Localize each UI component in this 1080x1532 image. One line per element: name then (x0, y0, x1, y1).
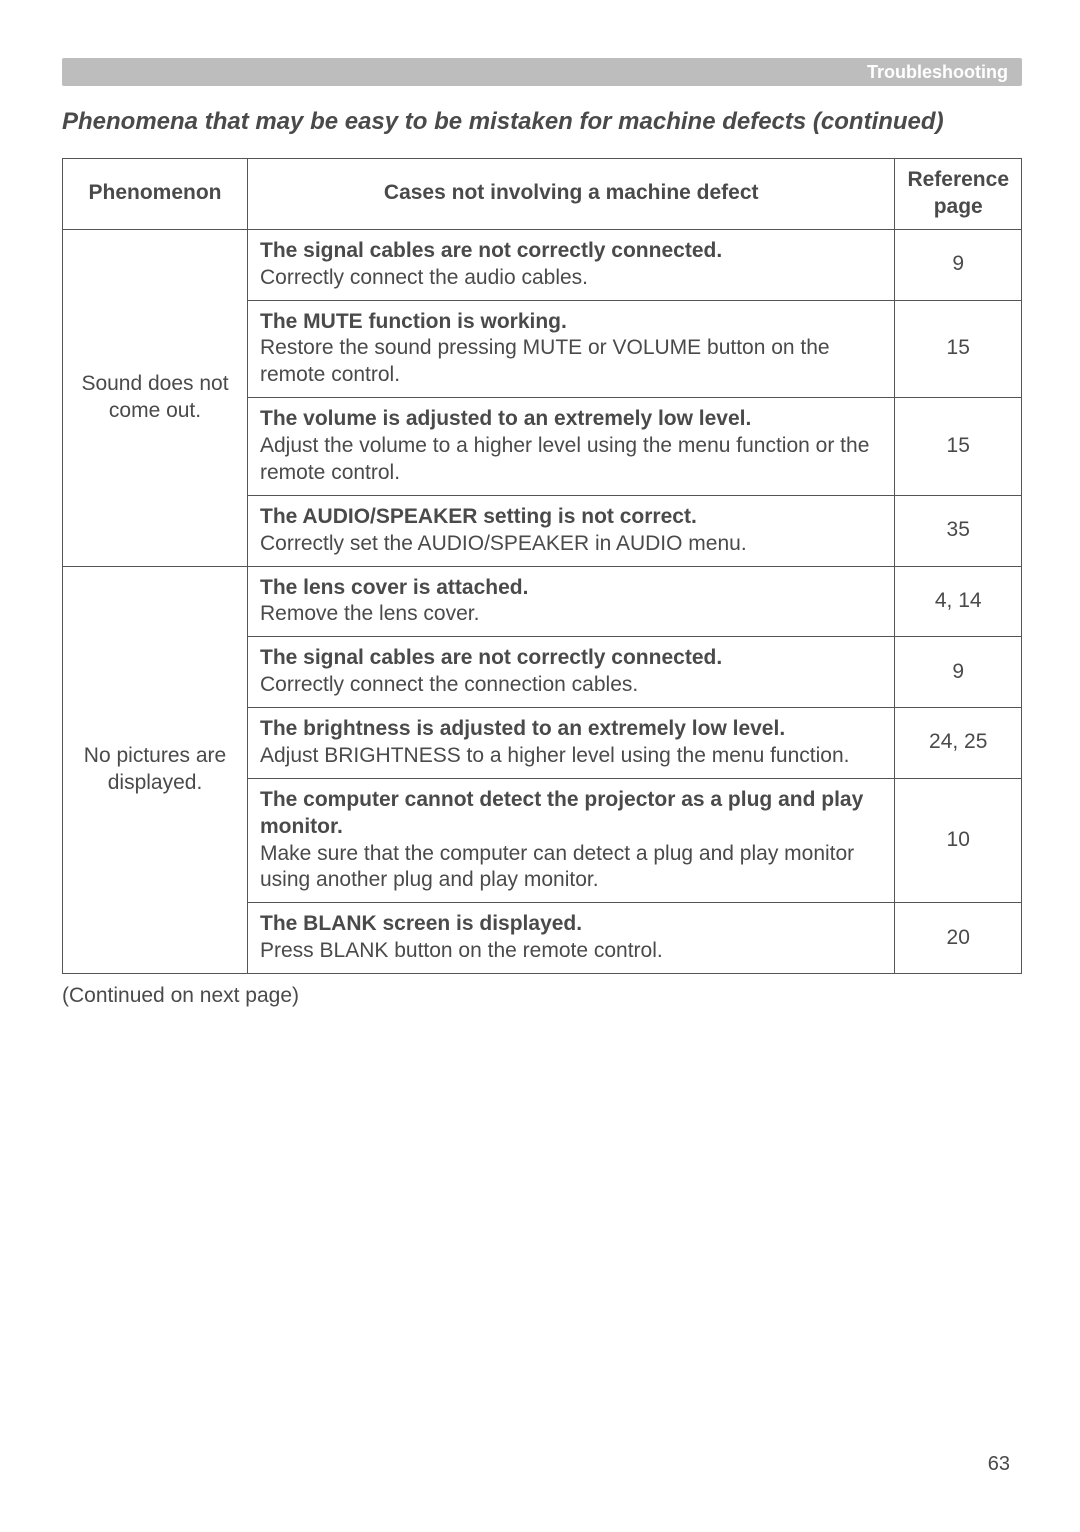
phenomenon-cell: No pictures are displayed. (63, 566, 248, 974)
table-row: Sound does not come out. The signal cabl… (63, 229, 1022, 300)
case-body: Press BLANK button on the remote control… (260, 939, 663, 962)
ref-cell: 9 (895, 229, 1022, 300)
case-title: The signal cables are not correctly conn… (260, 239, 722, 262)
header-bar: Troubleshooting (62, 58, 1022, 86)
case-body: Correctly connect the audio cables. (260, 266, 588, 289)
ref-cell: 10 (895, 778, 1022, 903)
ref-cell: 15 (895, 300, 1022, 398)
ref-cell: 35 (895, 495, 1022, 566)
case-body: Adjust BRIGHTNESS to a higher level usin… (260, 744, 849, 767)
ref-cell: 15 (895, 398, 1022, 496)
phenomenon-cell: Sound does not come out. (63, 229, 248, 566)
case-cell: The BLANK screen is displayed. Press BLA… (248, 903, 895, 974)
table-row: No pictures are displayed. The lens cove… (63, 566, 1022, 637)
continued-note: (Continued on next page) (62, 984, 1022, 1008)
case-cell: The AUDIO/SPEAKER setting is not correct… (248, 495, 895, 566)
th-reference: Reference page (895, 159, 1022, 230)
case-title: The volume is adjusted to an extremely l… (260, 407, 751, 430)
case-cell: The signal cables are not correctly conn… (248, 229, 895, 300)
case-cell: The brightness is adjusted to an extreme… (248, 708, 895, 779)
table-header-row: Phenomenon Cases not involving a machine… (63, 159, 1022, 230)
case-title: The brightness is adjusted to an extreme… (260, 717, 785, 740)
section-title: Phenomena that may be easy to be mistake… (62, 108, 1022, 136)
case-body: Remove the lens cover. (260, 602, 479, 625)
case-title: The computer cannot detect the projector… (260, 788, 863, 838)
case-title: The AUDIO/SPEAKER setting is not correct… (260, 505, 697, 528)
case-title: The MUTE function is working. (260, 310, 567, 333)
case-body: Make sure that the computer can detect a… (260, 842, 854, 892)
ref-cell: 20 (895, 903, 1022, 974)
case-title: The signal cables are not correctly conn… (260, 646, 722, 669)
case-cell: The lens cover is attached. Remove the l… (248, 566, 895, 637)
th-cases: Cases not involving a machine defect (248, 159, 895, 230)
troubleshooting-table: Phenomenon Cases not involving a machine… (62, 158, 1022, 974)
case-cell: The computer cannot detect the projector… (248, 778, 895, 903)
case-body: Correctly connect the connection cables. (260, 673, 638, 696)
case-cell: The volume is adjusted to an extremely l… (248, 398, 895, 496)
case-body: Restore the sound pressing MUTE or VOLUM… (260, 336, 830, 386)
page-number: 63 (988, 1453, 1010, 1476)
case-body: Adjust the volume to a higher level usin… (260, 434, 869, 484)
ref-cell: 9 (895, 637, 1022, 708)
header-section-label: Troubleshooting (867, 62, 1008, 83)
case-title: The BLANK screen is displayed. (260, 912, 582, 935)
case-cell: The MUTE function is working. Restore th… (248, 300, 895, 398)
ref-cell: 4, 14 (895, 566, 1022, 637)
th-phenomenon: Phenomenon (63, 159, 248, 230)
case-cell: The signal cables are not correctly conn… (248, 637, 895, 708)
case-body: Correctly set the AUDIO/SPEAKER in AUDIO… (260, 532, 747, 555)
case-title: The lens cover is attached. (260, 576, 528, 599)
ref-cell: 24, 25 (895, 708, 1022, 779)
